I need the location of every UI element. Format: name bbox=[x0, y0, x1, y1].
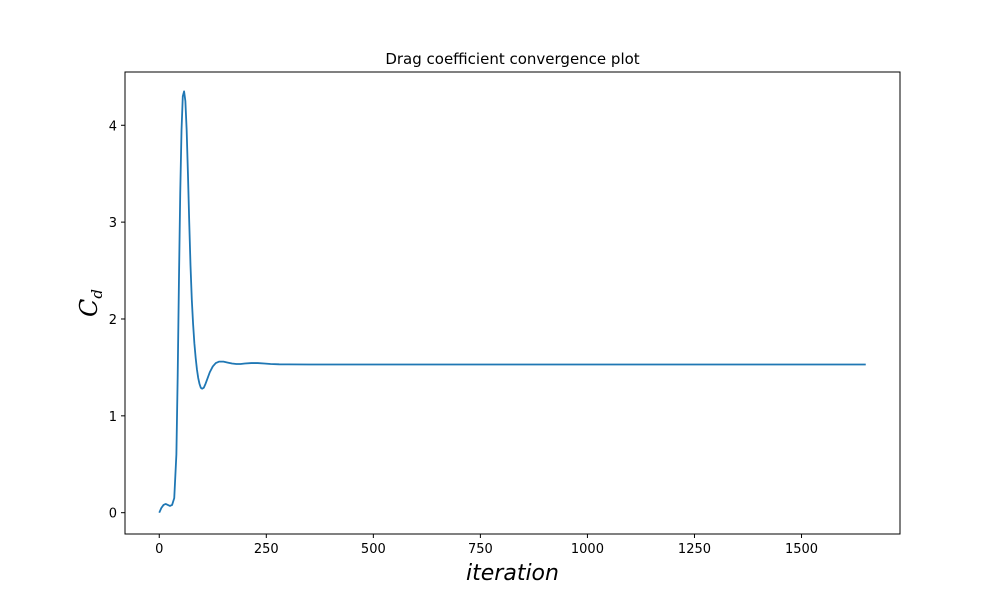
x-tick-label: 1500 bbox=[785, 542, 818, 557]
y-tick-label: 2 bbox=[109, 313, 117, 328]
y-tick-label: 0 bbox=[109, 507, 117, 522]
x-tick-label: 1250 bbox=[678, 542, 711, 557]
y-axis-label: Cd bbox=[75, 289, 106, 317]
series-group bbox=[158, 90, 866, 514]
x-axis-label: iteration bbox=[466, 561, 559, 586]
x-tick-label: 250 bbox=[254, 542, 279, 557]
x-tick-label: 1000 bbox=[571, 542, 604, 557]
y-axis-label-subscript: d bbox=[88, 289, 106, 299]
y-tick-label: 3 bbox=[109, 216, 117, 231]
y-axis-label-main: C bbox=[75, 299, 103, 317]
x-tick-label: 500 bbox=[361, 542, 386, 557]
chart-title: Drag coefficient convergence plot bbox=[385, 50, 639, 68]
y-tick-label: 1 bbox=[109, 410, 117, 425]
plot-area bbox=[124, 71, 901, 535]
y-tick-label: 4 bbox=[109, 119, 117, 134]
x-tick-label: 750 bbox=[468, 542, 493, 557]
x-tick-label: 0 bbox=[155, 542, 163, 557]
y-axis: 0 1 2 3 4 bbox=[109, 119, 125, 522]
series-line bbox=[158, 90, 866, 514]
x-axis: 0 250 500 750 1000 1250 1500 bbox=[155, 534, 818, 557]
